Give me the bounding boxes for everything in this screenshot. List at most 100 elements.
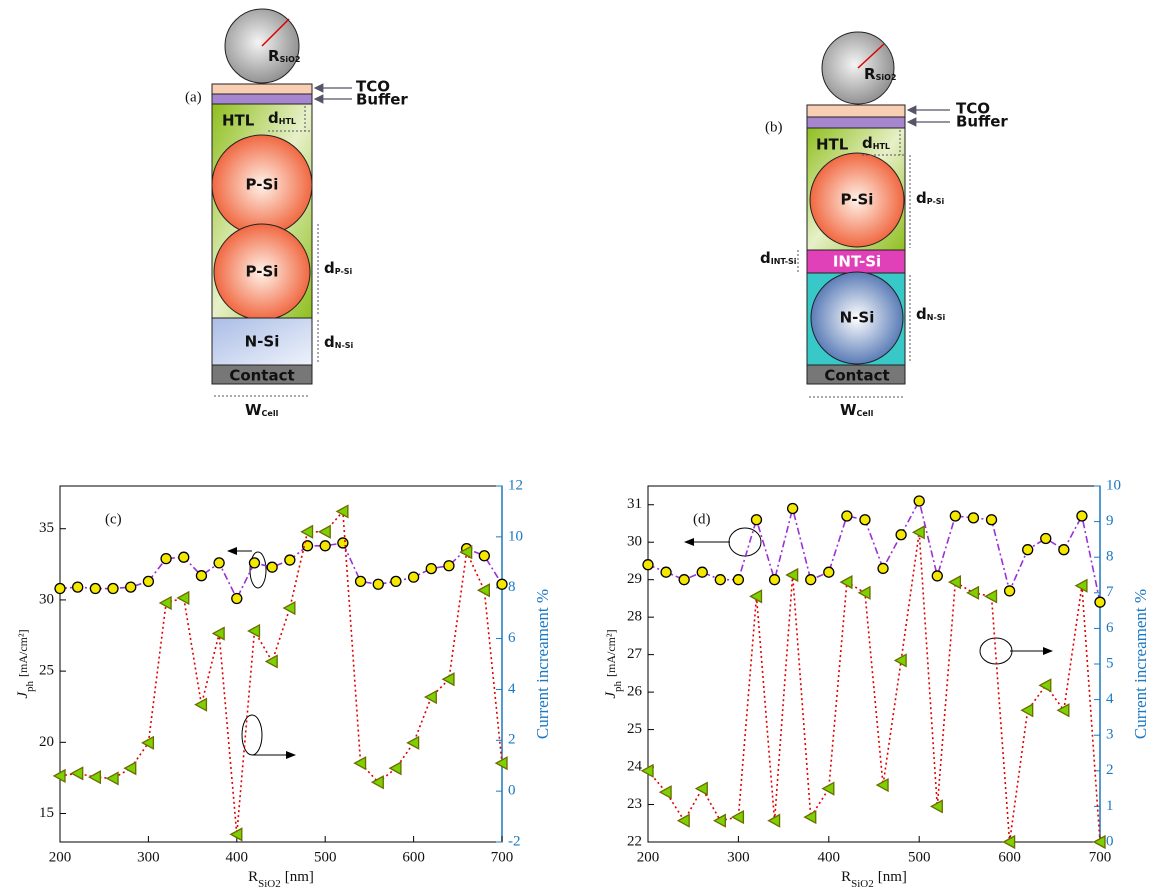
sub-main: d — [916, 189, 927, 207]
buffer-label: Buffer — [956, 113, 1008, 131]
y-tick-label: 15 — [39, 805, 54, 821]
point — [987, 515, 997, 525]
sub-main: d — [268, 109, 279, 127]
point — [1040, 679, 1051, 691]
y-tick-label: 25 — [627, 721, 642, 737]
n-si-label: N-Si — [840, 309, 875, 327]
y2-tick-label: 1 — [1106, 798, 1114, 814]
y2-tick-label: 9 — [1106, 513, 1114, 529]
panel-label: (a) — [185, 89, 202, 105]
y2-tick-label: 4 — [508, 681, 516, 697]
label-sub: SiO2 — [258, 878, 281, 888]
w-cell-label: WCell — [840, 401, 874, 419]
tco-layer — [807, 105, 905, 117]
point — [478, 584, 489, 596]
label-unit: [mA/cm²] — [16, 629, 30, 677]
point — [195, 699, 206, 711]
point — [125, 762, 136, 774]
point — [679, 575, 689, 585]
plot-frame — [648, 486, 1100, 842]
y2-tick-label: 8 — [1106, 549, 1114, 565]
y2-tick-label: 2 — [508, 732, 516, 748]
point — [178, 592, 189, 604]
x-tick-label: 600 — [998, 849, 1021, 865]
point — [696, 783, 707, 795]
point — [409, 572, 419, 582]
diagram-b: (b) RSiO2 TCO Buffer HTL dHTL P-Si INT-S… — [760, 32, 1008, 419]
p-si-label: P-Si — [841, 191, 874, 209]
sub: SiO2 — [280, 55, 301, 64]
point — [196, 571, 206, 581]
d-p-si-label: dP-Si — [916, 189, 945, 207]
x-tick-label: 200 — [637, 849, 660, 865]
sub: HTL — [873, 142, 890, 151]
point — [714, 815, 725, 827]
point — [806, 575, 816, 585]
y2-tick-label: 3 — [1106, 727, 1114, 743]
point — [697, 567, 707, 577]
point — [73, 582, 83, 592]
contact-label: Contact — [229, 367, 294, 385]
point — [161, 554, 171, 564]
tco-layer — [212, 84, 312, 94]
sub-main: R — [268, 47, 280, 65]
point — [824, 567, 834, 577]
point — [1077, 511, 1087, 521]
x-tick-label: 700 — [491, 849, 514, 865]
point — [372, 776, 383, 788]
x-tick-label: 500 — [908, 849, 931, 865]
point — [89, 771, 100, 783]
point — [859, 587, 870, 599]
point — [643, 560, 653, 570]
point — [788, 503, 798, 513]
point — [986, 590, 997, 602]
point — [732, 811, 743, 823]
annotation-ellipse — [980, 638, 1012, 664]
point — [878, 563, 888, 573]
y-tick-label: 23 — [627, 796, 642, 812]
buffer-label: Buffer — [356, 91, 408, 109]
label-unit: [nm] — [285, 869, 314, 885]
point — [426, 564, 436, 574]
point — [179, 552, 189, 562]
sub-main: W — [840, 401, 857, 419]
point — [55, 584, 65, 594]
label-main: R — [248, 869, 258, 885]
point — [479, 551, 489, 561]
point — [126, 582, 136, 592]
y-tick-label: 24 — [627, 758, 643, 774]
y2-tick-label: 5 — [1106, 655, 1114, 671]
point — [107, 772, 118, 784]
p-si-label: P-Si — [246, 176, 279, 194]
y-tick-label: 29 — [627, 571, 642, 587]
point — [751, 515, 761, 525]
d-n-si-label: dN-Si — [916, 305, 946, 323]
point — [1041, 533, 1051, 543]
htl-label: HTL — [222, 112, 255, 130]
panel-label: (d) — [693, 511, 711, 527]
point — [823, 783, 834, 795]
label-sub: ph — [24, 680, 36, 692]
page: (a) RSiO2 TCO Buffer HTL dHTL P-Si P-Si … — [0, 0, 1159, 888]
y-tick-label: 26 — [627, 684, 643, 700]
sub-main: d — [324, 333, 335, 351]
point — [787, 569, 798, 581]
annotation-ellipse — [250, 552, 266, 588]
figure: (a) RSiO2 TCO Buffer HTL dHTL P-Si P-Si … — [0, 0, 1159, 888]
y2-tick-label: 6 — [508, 630, 516, 646]
point — [303, 541, 313, 551]
chart: 2003004005006007001520253035-2024681012R… — [15, 477, 551, 888]
diagram-a: (a) RSiO2 TCO Buffer HTL dHTL P-Si P-Si … — [185, 9, 408, 419]
x-tick-label: 400 — [226, 849, 249, 865]
label-sub: SiO2 — [851, 878, 874, 888]
sub-main: W — [245, 401, 262, 419]
point — [497, 579, 507, 589]
x-tick-label: 400 — [818, 849, 841, 865]
y-axis-label: Jph[mA/cm²] — [603, 629, 623, 698]
chart: 2003004005006007002223242526272829303101… — [603, 477, 1149, 888]
point — [267, 562, 277, 572]
point — [1023, 545, 1033, 555]
point — [266, 655, 277, 667]
point — [678, 815, 689, 827]
point — [770, 575, 780, 585]
